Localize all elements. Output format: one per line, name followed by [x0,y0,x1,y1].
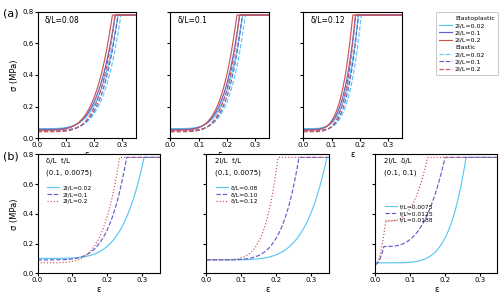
X-axis label: ε: ε [84,150,89,159]
Y-axis label: σ (MPa): σ (MPa) [10,198,20,230]
Legend: t/L=0.0075, t/L=0.0125, t/L=0.0188: t/L=0.0075, t/L=0.0125, t/L=0.0188 [383,203,436,225]
Text: δ/L=0.12: δ/L=0.12 [310,16,345,25]
X-axis label: ε: ε [350,150,355,159]
Legend: Elastoplastic, 2l/L=0.02, 2l/L=0.1, 2l/L=0.2, Elastic, 2l/L=0.02, 2l/L=0.1, 2l/L: Elastoplastic, 2l/L=0.02, 2l/L=0.1, 2l/L… [436,12,498,75]
Text: δ/L=0.1: δ/L=0.1 [178,16,207,25]
Text: 2l/L  t/L: 2l/L t/L [215,158,241,164]
Y-axis label: σ (MPa): σ (MPa) [10,59,20,91]
X-axis label: ε: ε [96,285,101,294]
Text: δ/L=0.08: δ/L=0.08 [44,16,79,25]
Text: (b): (b) [2,151,18,162]
Text: δ/L  t/L: δ/L t/L [46,158,70,164]
Text: 2l/L  δ/L: 2l/L δ/L [384,158,411,164]
Legend: δ/L=0.08, δ/L=0.10, δ/L=0.12: δ/L=0.08, δ/L=0.10, δ/L=0.12 [214,184,260,206]
X-axis label: ε: ε [218,150,222,159]
X-axis label: ε: ε [265,285,270,294]
Text: (0.1, 0.0075): (0.1, 0.0075) [215,170,261,176]
Legend: 2l/L=0.02, 2l/L=0.1, 2l/L=0.2: 2l/L=0.02, 2l/L=0.1, 2l/L=0.2 [46,184,93,206]
Text: (0.1, 0.0075): (0.1, 0.0075) [46,170,92,176]
Text: (0.1, 0.1): (0.1, 0.1) [384,170,416,176]
X-axis label: ε: ε [434,285,438,294]
Text: (a): (a) [2,9,18,19]
